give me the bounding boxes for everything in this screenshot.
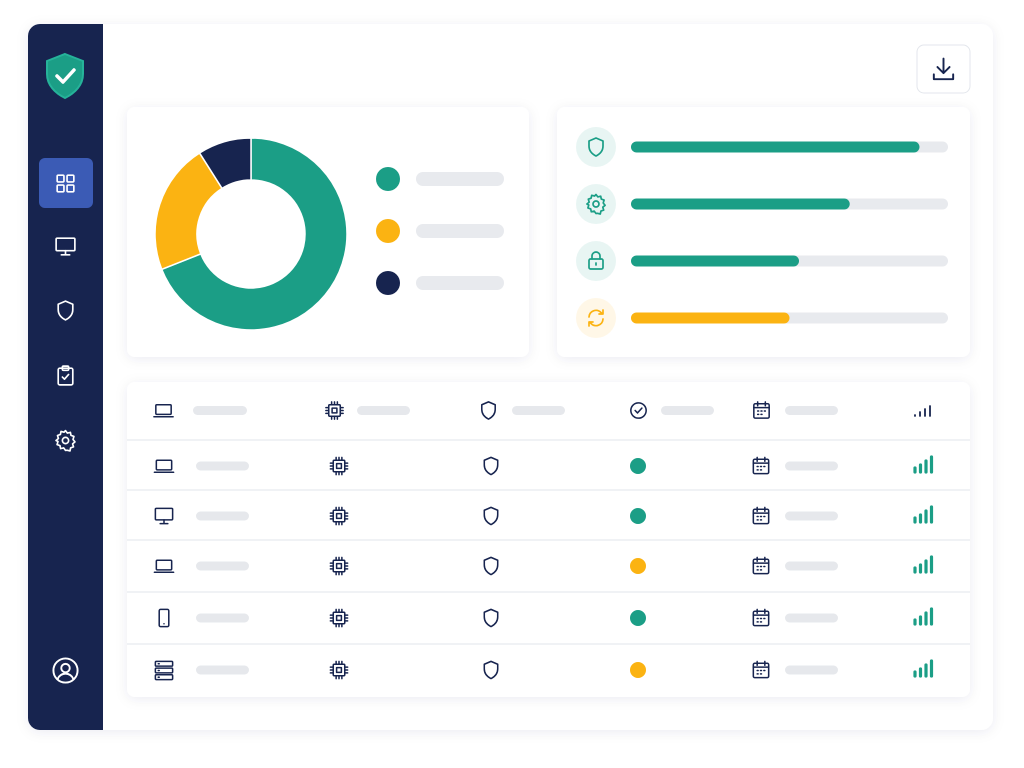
progress-bar — [631, 198, 850, 210]
progress-bar — [631, 141, 920, 153]
nav-active[interactable] — [39, 158, 93, 208]
legend-dot — [376, 219, 400, 243]
cell-placeholder — [196, 561, 249, 571]
cell-placeholder — [196, 461, 249, 471]
legend-placeholder — [416, 276, 504, 290]
cell-placeholder — [785, 665, 838, 675]
legend-placeholder — [416, 172, 504, 186]
status-dot — [630, 610, 646, 626]
donut-segment — [160, 137, 348, 331]
donut-segment — [198, 137, 252, 190]
progress-icon-bg — [576, 184, 616, 224]
signal-icon — [913, 659, 934, 678]
signal-icon — [913, 555, 934, 574]
cell-placeholder — [196, 665, 249, 675]
progress-icon-bg — [576, 241, 616, 281]
status-dot — [630, 508, 646, 524]
legend-placeholder — [416, 224, 504, 238]
status-dot — [630, 458, 646, 474]
progress-card — [557, 107, 970, 357]
progress-bar — [631, 312, 790, 324]
signal-icon — [913, 505, 934, 524]
cell-placeholder — [785, 613, 838, 623]
progress-icon-bg — [576, 298, 616, 338]
logo — [46, 52, 84, 100]
cell-placeholder — [785, 461, 838, 471]
cell-placeholder — [196, 511, 249, 521]
legend-dot — [376, 167, 400, 191]
table-header — [153, 401, 931, 420]
progress-list — [576, 127, 948, 338]
cell-placeholder — [196, 613, 249, 623]
legend — [376, 167, 504, 295]
cell-placeholder — [785, 561, 838, 571]
signal-icon — [913, 455, 934, 474]
signal-icon — [913, 607, 934, 626]
cell-placeholder — [785, 511, 838, 521]
status-dot — [630, 662, 646, 678]
legend-dot — [376, 271, 400, 295]
status-dot — [630, 558, 646, 574]
donut-chart — [154, 137, 348, 331]
progress-bar — [631, 255, 800, 267]
table-body — [127, 439, 970, 681]
progress-icon-bg — [576, 127, 616, 167]
